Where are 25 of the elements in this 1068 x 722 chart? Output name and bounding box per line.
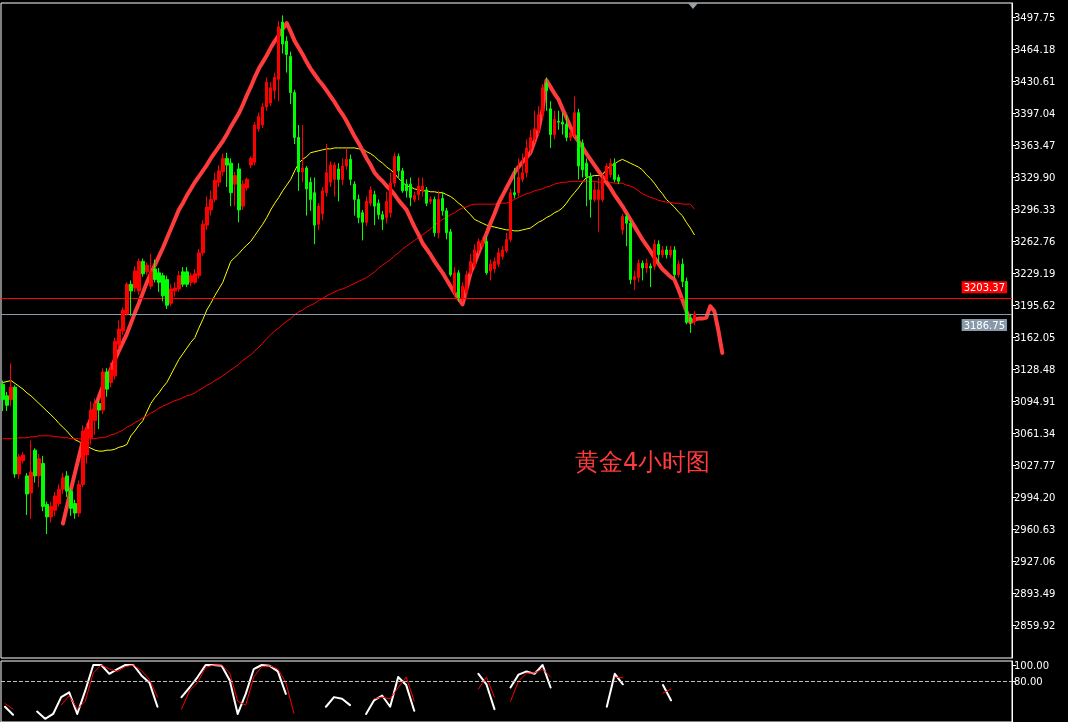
y-tick-label: 80.00 xyxy=(1014,675,1043,687)
y-tick-label: 2994.20 xyxy=(1014,492,1056,504)
y-tick-label: 3363.47 xyxy=(1014,140,1056,152)
y-tick-label: 2893.49 xyxy=(1014,588,1056,600)
y-tick-label: 3061.34 xyxy=(1014,428,1056,440)
y-tick-label: 3296.33 xyxy=(1014,204,1056,216)
y-tick-label: 3195.62 xyxy=(1014,300,1056,312)
y-tick-label: 3430.61 xyxy=(1014,76,1056,88)
y-tick-label: 3162.05 xyxy=(1014,332,1056,344)
y-tick-label: 3397.04 xyxy=(1014,108,1056,120)
y-tick-label: 3262.76 xyxy=(1014,236,1056,248)
y-tick-label: 3329.90 xyxy=(1014,172,1056,184)
y-tick-label: 2927.06 xyxy=(1014,556,1056,568)
y-tick-label: 3497.75 xyxy=(1014,12,1056,24)
annotation: 黄金4小时图 xyxy=(575,448,711,476)
y-tick-label: 2859.92 xyxy=(1014,620,1056,632)
y-tick-label: 100.00 xyxy=(1014,659,1049,671)
y-tick-label: 2960.63 xyxy=(1014,524,1056,536)
y-tick-label: 3464.18 xyxy=(1014,44,1056,56)
y-tick-label: 3094.91 xyxy=(1014,396,1056,408)
ref-line-label: 3203.37 xyxy=(963,281,1005,293)
y-tick-label: 3128.48 xyxy=(1014,364,1056,376)
y-tick-label: 3027.77 xyxy=(1014,460,1056,472)
y-tick-label: 3229.19 xyxy=(1014,268,1056,280)
ref-line-label: 3186.75 xyxy=(963,319,1005,331)
